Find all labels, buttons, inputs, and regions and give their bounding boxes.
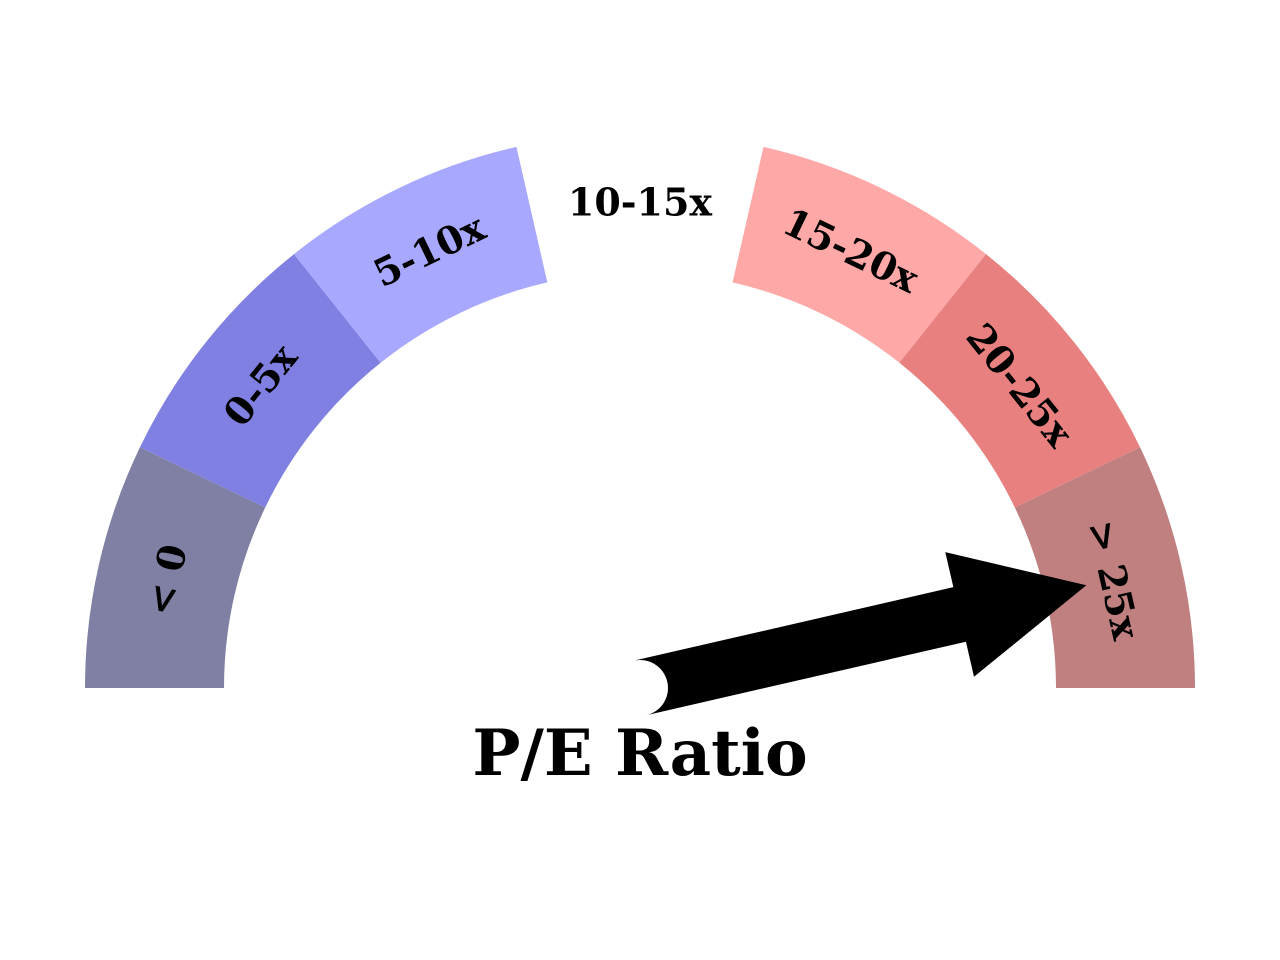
gauge-segment [85, 447, 266, 688]
gauge-segment [1014, 447, 1195, 688]
gauge-segment [732, 146, 987, 363]
gauge-title: P/E Ratio [472, 716, 807, 791]
gauge-segment [293, 146, 548, 363]
gauge-segment [899, 254, 1141, 508]
gauge-segment [516, 132, 764, 283]
gauge-segments [85, 132, 1195, 688]
needle-arrow [633, 552, 1087, 716]
gauge-segment-label: 10-15x [568, 180, 713, 225]
gauge-needle [626, 552, 1087, 716]
gauge-segment [139, 254, 381, 508]
needle-hub [626, 674, 654, 702]
